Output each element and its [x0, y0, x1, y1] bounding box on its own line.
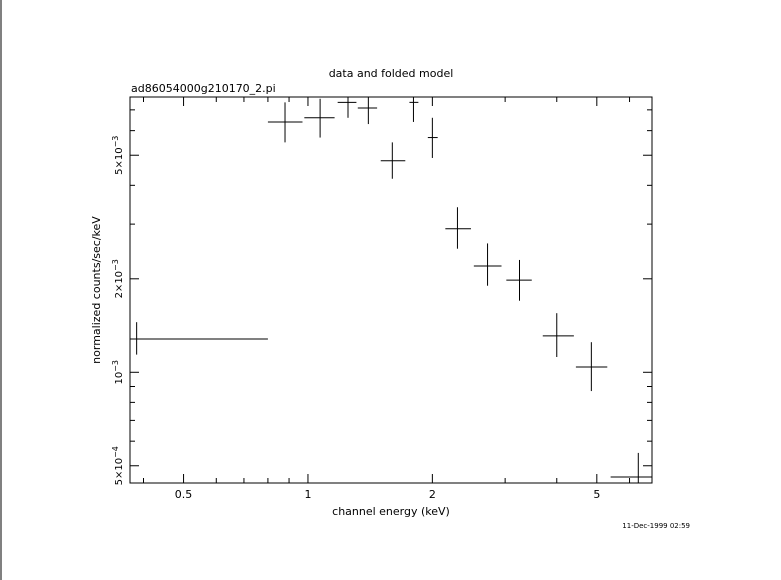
data-point [575, 342, 608, 392]
data-point [445, 207, 471, 249]
x-tick-labels: 0.5 1 2 5 [175, 488, 601, 501]
axis-ticks [130, 97, 652, 483]
data-point [337, 97, 357, 118]
data-point [506, 259, 532, 301]
chart-title: data and folded model [329, 67, 454, 80]
data-point [409, 97, 419, 122]
data-point [610, 452, 652, 483]
data-point [380, 142, 406, 179]
data-point [304, 98, 335, 138]
x-tick-label: 5 [593, 488, 600, 501]
data-point [357, 97, 378, 125]
plot-frame [129, 96, 653, 484]
x-axis-label: channel energy (keV) [332, 505, 450, 518]
y-tick-labels: 5×10−4 10−3 2×10−3 5×10−3 [111, 136, 125, 486]
y-axis-label: normalized counts/sec/keV [90, 216, 103, 364]
x-tick-label: 2 [429, 488, 436, 501]
chart-subtitle: ad86054000g210170_2.pi [131, 82, 276, 95]
data-point [473, 243, 502, 286]
y-tick-label: 2×10−3 [111, 259, 125, 298]
data-point [542, 313, 574, 357]
data-points [130, 97, 652, 483]
x-tick-label: 0.5 [175, 488, 193, 501]
data-point [130, 322, 268, 355]
data-point [267, 102, 303, 143]
y-tick-label: 10−3 [111, 360, 125, 385]
y-tick-label: 5×10−4 [111, 446, 125, 485]
timestamp: 11-Dec-1999 02:59 [622, 522, 690, 530]
y-tick-label: 5×10−3 [111, 136, 125, 175]
data-point [427, 117, 438, 158]
x-tick-label: 1 [304, 488, 311, 501]
